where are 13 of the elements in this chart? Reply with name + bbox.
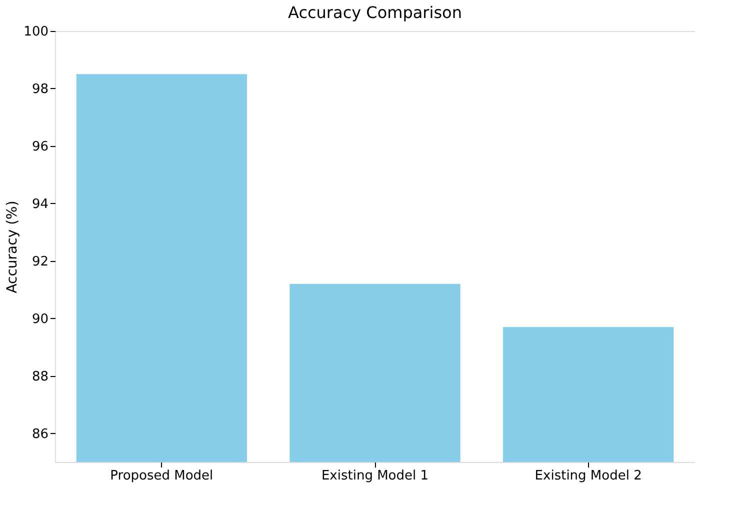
y-tick-label: 88 bbox=[32, 369, 48, 384]
y-tick-label: 96 bbox=[32, 139, 48, 154]
x-tick-label: Proposed Model bbox=[110, 468, 214, 484]
y-tick-label: 90 bbox=[32, 312, 48, 327]
y-tick-label: 94 bbox=[32, 196, 48, 212]
y-axis-title: Accuracy (%) bbox=[4, 200, 21, 294]
x-tick-label: Existing Model 1 bbox=[321, 468, 429, 484]
chart-title: Accuracy Comparison bbox=[288, 3, 462, 22]
y-tick-label: 98 bbox=[32, 82, 48, 97]
y-tick-label: 92 bbox=[32, 254, 48, 270]
x-tick-label: Existing Model 2 bbox=[534, 468, 642, 484]
y-tick-label: 100 bbox=[24, 24, 48, 40]
y-tick-label: 86 bbox=[32, 426, 48, 442]
